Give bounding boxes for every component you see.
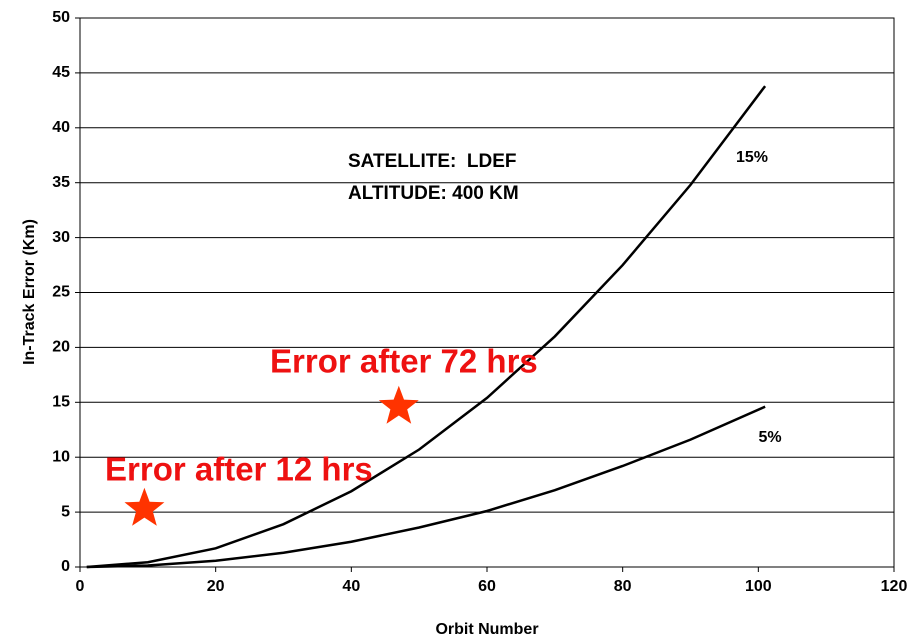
x-tick-label: 100: [745, 578, 772, 595]
x-tick-label: 80: [614, 578, 632, 595]
x-tick-label: 40: [342, 578, 360, 595]
y-tick-label: 5: [61, 503, 70, 520]
x-tick-label: 120: [881, 578, 908, 595]
x-tick-label: 0: [76, 578, 85, 595]
x-tick-label: 60: [478, 578, 496, 595]
annotation: SATELLITE: LDEF: [348, 151, 517, 172]
y-tick-label: 40: [52, 119, 70, 136]
y-tick-label: 30: [52, 229, 70, 246]
y-tick-label: 35: [52, 174, 70, 191]
annotation: Error after 12 hrs: [105, 451, 373, 488]
series-line: [86, 85, 767, 569]
plot-frame: [79, 17, 895, 568]
series-label: 5%: [758, 429, 781, 446]
y-tick-label: 45: [52, 64, 70, 81]
y-tick-label: 10: [52, 448, 70, 465]
star-marker: [124, 487, 165, 526]
annotation: Error after 72 hrs: [270, 343, 538, 380]
y-tick-label: 0: [61, 558, 70, 575]
y-tick-label: 20: [52, 339, 70, 356]
y-axis-label: In-Track Error (Km): [21, 219, 38, 365]
x-tick-label: 20: [207, 578, 225, 595]
y-tick-label: 25: [52, 284, 70, 301]
y-tick-label: 50: [52, 9, 70, 26]
star-marker: [378, 385, 419, 424]
series-line: [86, 405, 766, 569]
x-axis-label: Orbit Number: [435, 621, 538, 638]
y-tick-label: 15: [52, 394, 70, 411]
annotation: ALTITUDE: 400 KM: [348, 183, 519, 204]
series-label: 15%: [736, 149, 768, 166]
